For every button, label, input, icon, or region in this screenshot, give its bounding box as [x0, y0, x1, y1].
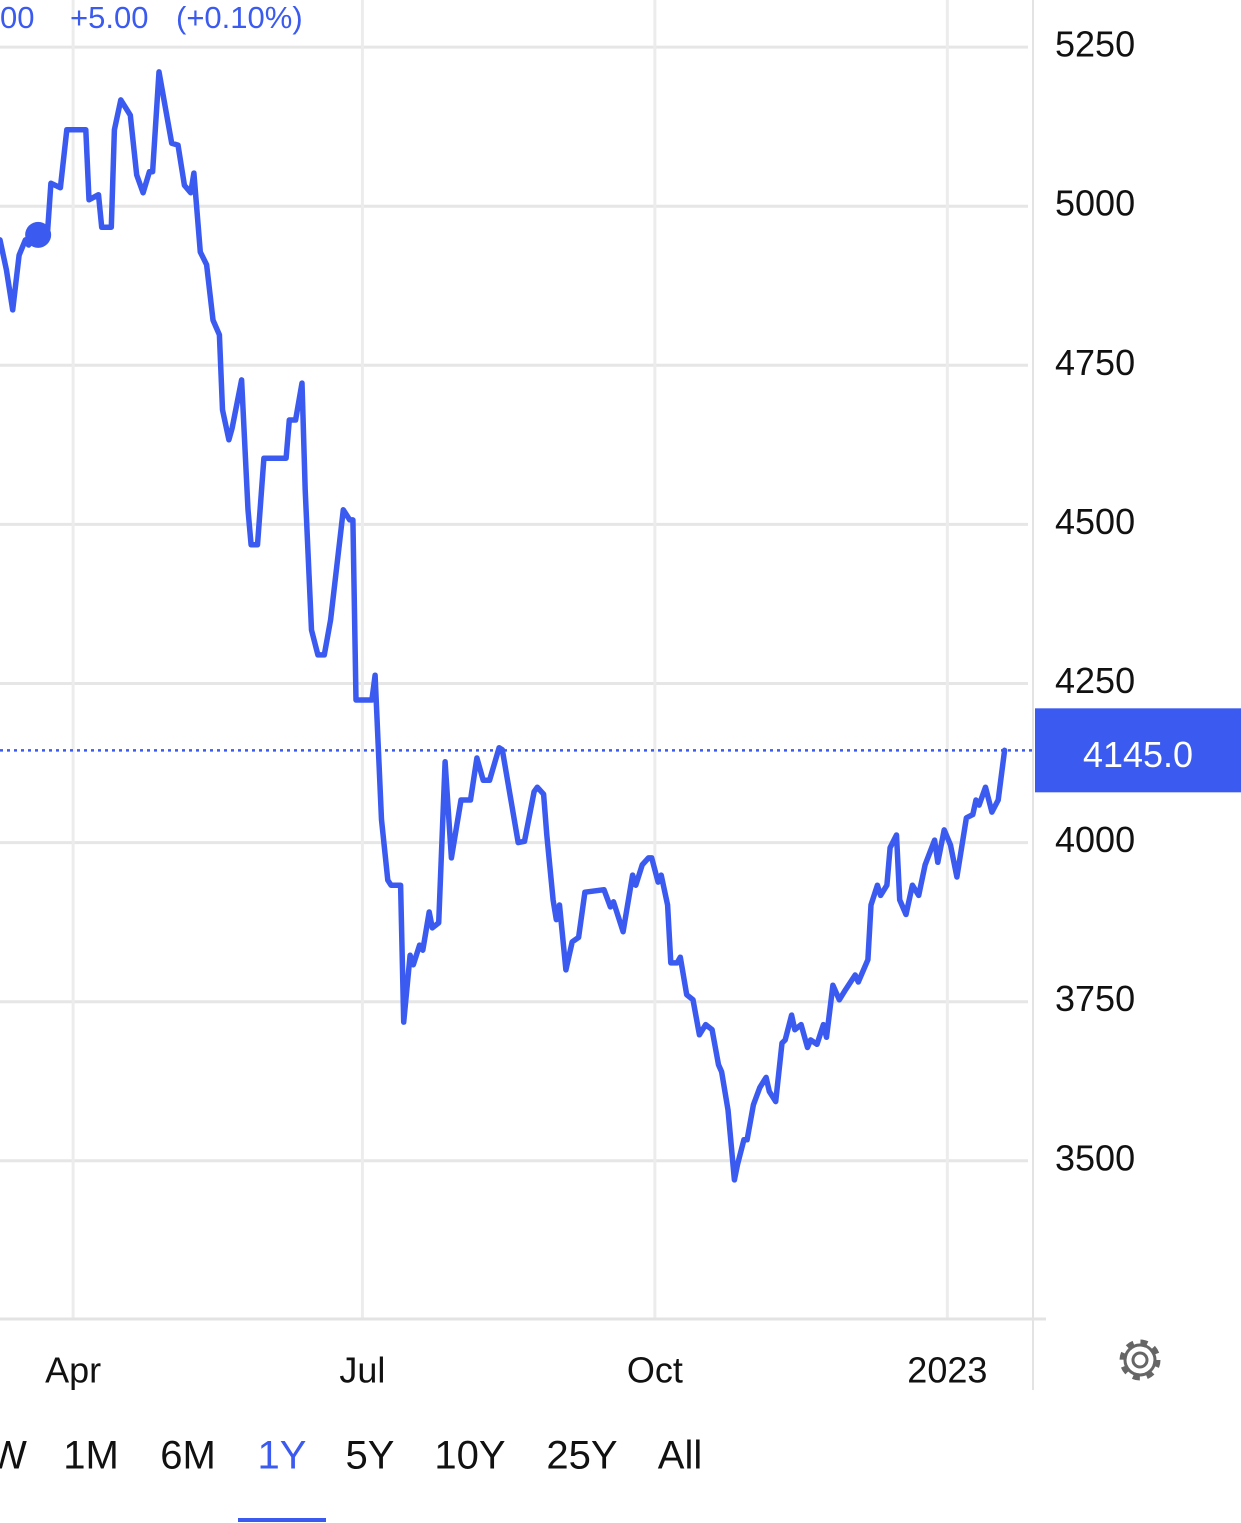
range-button[interactable]: 10Y [434, 1434, 505, 1478]
grid [0, 0, 1028, 1318]
range-button[interactable]: 1M [63, 1434, 119, 1478]
range-button[interactable]: 6M [160, 1434, 216, 1478]
y-tick-label: 5250 [1055, 24, 1135, 65]
hover-marker [25, 221, 52, 248]
gear-teeth [1119, 1339, 1161, 1381]
y-tick-label: 3500 [1055, 1137, 1135, 1178]
current-price-tag [1035, 708, 1241, 793]
y-tick-label: 3750 [1055, 978, 1135, 1019]
x-tick-label: Apr [45, 1350, 101, 1391]
gear-hub [1131, 1351, 1149, 1369]
range-button[interactable]: W [0, 1434, 27, 1478]
y-tick-label: 4750 [1055, 342, 1135, 383]
x-tick-label: Oct [627, 1350, 683, 1391]
header-price: 00 [0, 0, 34, 35]
x-tick-label: Jul [339, 1350, 385, 1391]
y-tick-label: 4500 [1055, 501, 1135, 542]
range-button[interactable]: 25Y [546, 1434, 617, 1478]
y-tick-label: 4000 [1055, 819, 1135, 860]
range-underline [238, 1518, 326, 1522]
range-button[interactable]: 1Y [258, 1434, 307, 1478]
range-button[interactable]: 5Y [346, 1434, 395, 1478]
range-button[interactable]: All [658, 1434, 702, 1478]
x-tick-label: 2023 [907, 1350, 987, 1391]
header-change-percent: (+0.10%) [176, 0, 303, 35]
header-change: +5.00 [70, 0, 148, 35]
price-line [0, 69, 1008, 1183]
gear-ring [1123, 1343, 1157, 1377]
y-tick-label: 4250 [1055, 660, 1135, 701]
current-price-label: 4145.0 [1083, 734, 1193, 775]
y-tick-label: 5000 [1055, 183, 1135, 224]
settings-icon[interactable] [1119, 1339, 1161, 1381]
